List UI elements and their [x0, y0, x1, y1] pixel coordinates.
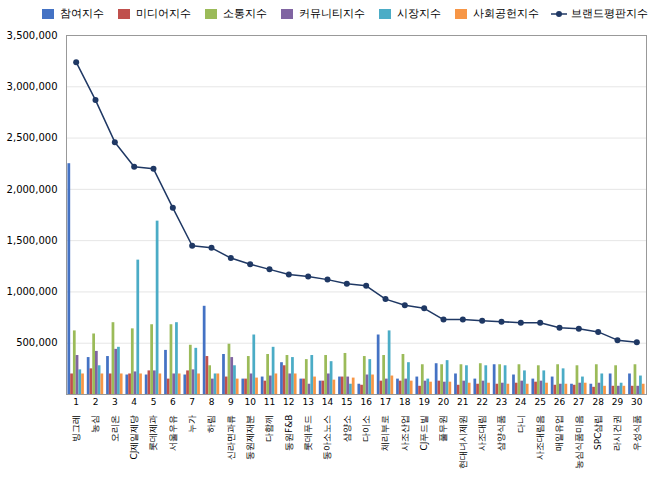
svg-text:1: 1 — [73, 397, 79, 407]
svg-text:16: 16 — [360, 397, 372, 407]
svg-text:8: 8 — [209, 397, 215, 407]
svg-text:하림: 하림 — [206, 415, 216, 433]
svg-text:신라면과류: 신라면과류 — [226, 415, 236, 460]
svg-text:다함께: 다함께 — [264, 415, 274, 442]
svg-text:롯데푸드: 롯데푸드 — [303, 415, 313, 451]
svg-text:동아소노스: 동아소노스 — [322, 415, 332, 460]
svg-text:3,000,000: 3,000,000 — [7, 81, 58, 92]
svg-text:29: 29 — [612, 397, 624, 407]
svg-text:사조대림: 사조대림 — [477, 415, 487, 451]
svg-text:체리부로: 체리부로 — [380, 415, 390, 451]
svg-text:2,500,000: 2,500,000 — [7, 132, 58, 143]
svg-text:14: 14 — [322, 397, 334, 407]
svg-text:13: 13 — [302, 397, 313, 407]
svg-text:사조산업: 사조산업 — [400, 415, 410, 451]
svg-text:삼양식품: 삼양식품 — [496, 415, 506, 451]
svg-text:4: 4 — [131, 397, 137, 407]
svg-text:11: 11 — [264, 397, 275, 407]
svg-text:2,000,000: 2,000,000 — [7, 184, 58, 195]
svg-text:롯데제과: 롯데제과 — [148, 415, 158, 451]
svg-text:2: 2 — [93, 397, 99, 407]
svg-text:SPC삼립: SPC삼립 — [593, 415, 603, 450]
svg-text:풀무원: 풀무원 — [438, 415, 448, 442]
svg-text:매일유업: 매일유업 — [554, 415, 564, 451]
svg-text:다니: 다니 — [516, 415, 526, 433]
svg-text:18: 18 — [399, 397, 411, 407]
svg-text:19: 19 — [418, 397, 430, 407]
svg-text:다이소: 다이소 — [361, 415, 371, 442]
svg-text:우성식품: 우성식품 — [632, 415, 642, 451]
svg-text:오리온: 오리온 — [110, 415, 120, 442]
svg-text:3,500,000: 3,500,000 — [7, 30, 58, 41]
svg-text:6: 6 — [170, 397, 176, 407]
html-text:미디어지수: 미디어지수 — [136, 7, 191, 20]
svg-text:15: 15 — [341, 397, 352, 407]
svg-text:라시건권: 라시건권 — [612, 415, 622, 451]
svg-text:9: 9 — [228, 397, 234, 407]
svg-text:23: 23 — [496, 397, 507, 407]
svg-text:22: 22 — [476, 397, 487, 407]
html-text:브랜드평판지수: 브랜드평판지수 — [571, 7, 648, 20]
svg-text:누가: 누가 — [187, 415, 197, 433]
svg-text:17: 17 — [380, 397, 391, 407]
html-text:시장지수: 시장지수 — [397, 7, 441, 20]
html-text:참여지수: 참여지수 — [60, 7, 104, 20]
svg-text:동원F&B: 동원F&B — [284, 415, 294, 451]
html-text:사회공헌지수: 사회공헌지수 — [473, 7, 539, 20]
svg-text:1,500,000: 1,500,000 — [7, 235, 58, 246]
svg-text:27: 27 — [573, 397, 584, 407]
svg-text:서울우유: 서울우유 — [168, 415, 178, 451]
svg-text:현대녀시제원: 현대녀시제원 — [458, 415, 468, 469]
html-text:커뮤니티지수: 커뮤니티지수 — [299, 7, 365, 20]
svg-text:동원제재분: 동원제재분 — [245, 415, 255, 460]
svg-text:26: 26 — [554, 397, 566, 407]
svg-text:12: 12 — [283, 397, 294, 407]
svg-text:28: 28 — [592, 397, 604, 407]
svg-text:500,000: 500,000 — [16, 337, 57, 348]
svg-text:7: 7 — [189, 397, 195, 407]
svg-text:농심식품미음: 농심식품미음 — [574, 415, 584, 469]
svg-text:25: 25 — [534, 397, 545, 407]
svg-text:21: 21 — [457, 397, 468, 407]
svg-text:빙그레: 빙그레 — [71, 415, 81, 442]
svg-text:삼양소: 삼양소 — [342, 415, 352, 442]
svg-text:농심: 농심 — [90, 415, 100, 433]
svg-text:3: 3 — [112, 397, 118, 407]
svg-text:5: 5 — [151, 397, 157, 407]
svg-text:사조대림음: 사조대림음 — [535, 415, 545, 460]
svg-text:24: 24 — [515, 397, 527, 407]
svg-text:20: 20 — [438, 397, 450, 407]
svg-text:1,000,000: 1,000,000 — [7, 286, 58, 297]
svg-text:10: 10 — [244, 397, 256, 407]
html-text:소통지수: 소통지수 — [223, 7, 267, 20]
svg-text:30: 30 — [631, 397, 643, 407]
svg-text:CJ제일제당: CJ제일제당 — [129, 415, 139, 460]
svg-text:CJ푸드빌: CJ푸드빌 — [419, 415, 429, 451]
